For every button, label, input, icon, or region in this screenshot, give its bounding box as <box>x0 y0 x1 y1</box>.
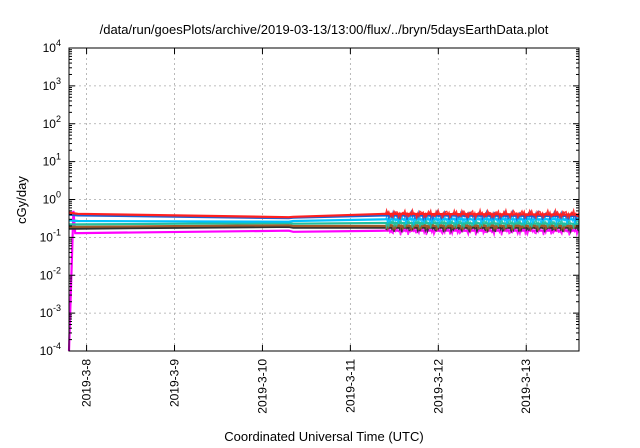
ticks <box>69 47 579 352</box>
series-line-5 <box>68 218 579 223</box>
y-axis-label: cGy/day <box>14 176 29 224</box>
x-tick-labels: 2019-3-8 2019-3-9 2019-3-10 2019-3-11 2019-3… <box>80 359 534 414</box>
grid <box>69 48 579 351</box>
y-tick-label: 10-3 <box>40 303 61 320</box>
x-tick-label: 2019-3-12 <box>431 359 445 414</box>
series-noise-2 <box>385 221 580 235</box>
y-tick-label: 100 <box>43 190 61 207</box>
y-tick-labels: 10-4 10-3 10-2 10-1 100 101 102 103 104 <box>40 38 61 358</box>
y-tick-label: 101 <box>43 152 61 169</box>
y-tick-label: 103 <box>43 76 61 93</box>
x-tick-label: 2019-3-9 <box>168 359 182 407</box>
series-noise-7 <box>384 207 580 221</box>
y-tick-label: 102 <box>43 114 61 131</box>
series-layer <box>67 207 580 352</box>
y-tick-label: 10-2 <box>40 265 61 282</box>
x-tick-label: 2019-3-13 <box>519 359 533 414</box>
y-tick-label: 10-4 <box>40 341 61 358</box>
y-tick-label: 10-1 <box>40 227 61 244</box>
x-axis-label: Coordinated Universal Time (UTC) <box>224 429 423 444</box>
chart-title: /data/run/goesPlots/archive/2019-03-13/1… <box>100 22 549 37</box>
series-noise-4 <box>384 216 580 230</box>
x-tick-label: 2019-3-8 <box>80 359 94 407</box>
x-tick-label: 2019-3-10 <box>255 359 269 414</box>
x-tick-label: 2019-3-11 <box>343 359 357 413</box>
y-tick-label: 104 <box>43 38 61 55</box>
